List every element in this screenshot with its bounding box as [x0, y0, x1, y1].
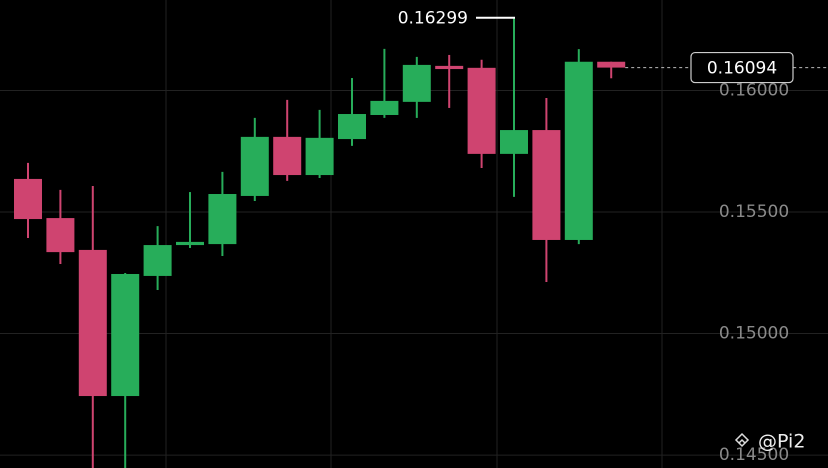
candle-body	[111, 273, 140, 397]
candle-body	[273, 136, 302, 176]
candle-body	[305, 137, 334, 176]
candle-body	[402, 64, 431, 102]
logo	[734, 432, 750, 448]
high-label: 0.16299	[398, 9, 468, 29]
candle-body	[14, 178, 42, 220]
candles	[14, 17, 626, 468]
vertical-grid	[165, 0, 663, 468]
candle-body	[435, 65, 464, 70]
candle-body	[78, 249, 107, 397]
candle-body	[143, 245, 172, 276]
candle-body	[597, 61, 626, 68]
watermark: @Pi2	[758, 431, 805, 453]
candle-body	[46, 218, 75, 253]
candle-body	[500, 130, 528, 154]
last-price-label: 0.16094	[707, 59, 777, 79]
candle-body	[338, 114, 366, 140]
y-tick-label: 0.16000	[719, 80, 789, 100]
watermark-logo	[734, 432, 750, 448]
y-tick-label: 0.15500	[719, 202, 789, 222]
candle-body	[240, 136, 269, 196]
y-tick-label: 0.15000	[719, 324, 789, 344]
candle-body	[370, 100, 399, 115]
y-tick-label: 0.14500	[719, 445, 789, 465]
candle-body	[564, 61, 593, 240]
last-price-box	[690, 51, 794, 84]
candle-body	[467, 67, 496, 154]
candle-body	[176, 241, 204, 246]
candle-body	[208, 194, 237, 245]
overlay: 0.16299 0.16094	[398, 9, 828, 84]
candle-body	[532, 130, 561, 240]
